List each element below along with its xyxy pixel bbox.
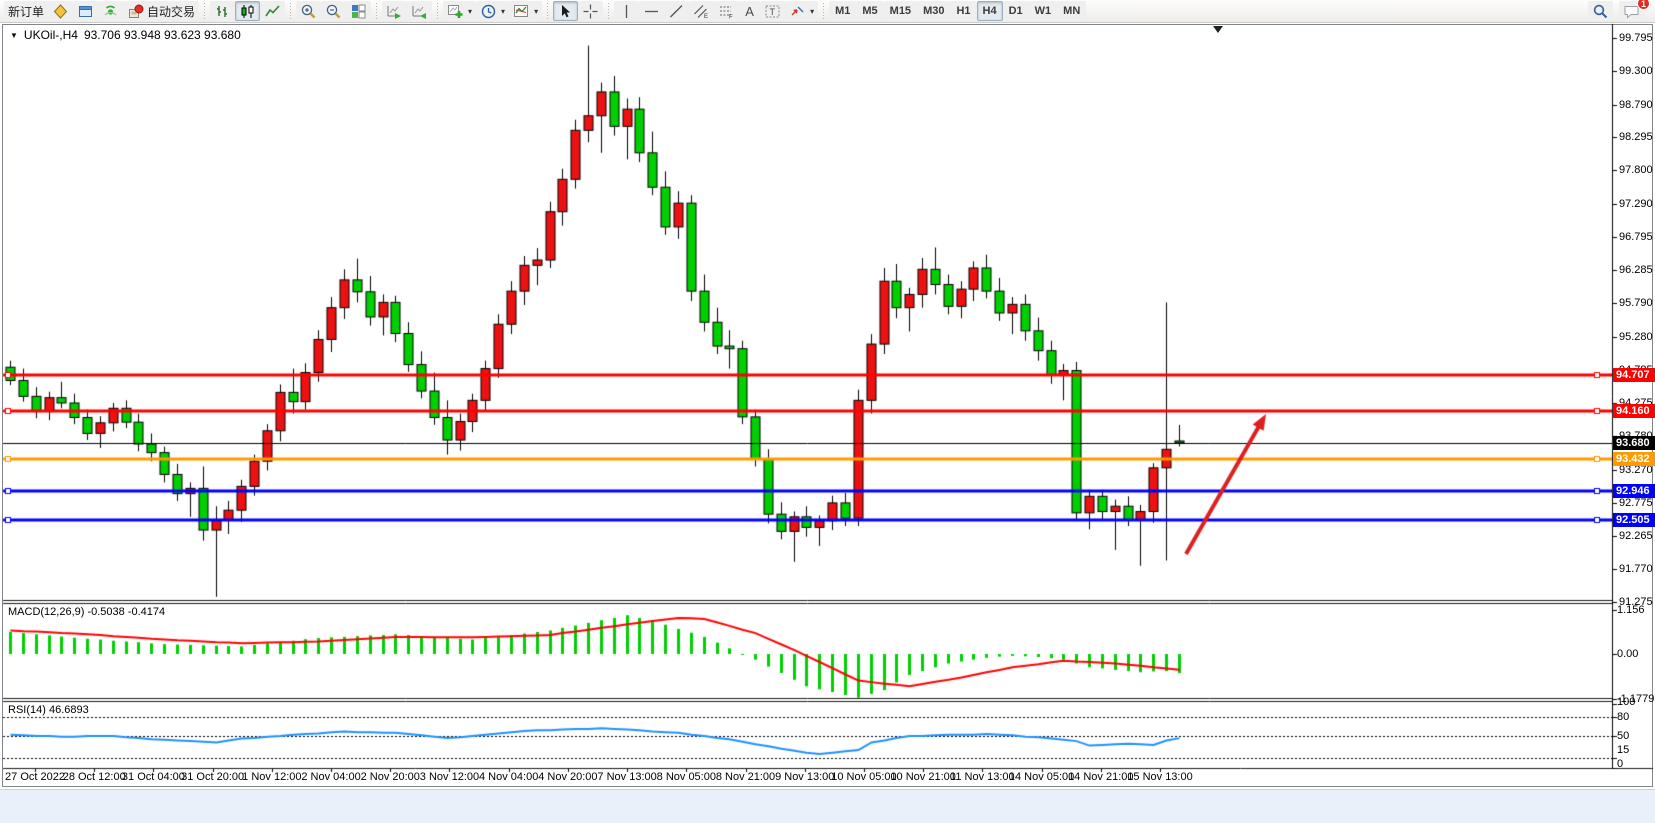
crosshair-tool-button[interactable] [578, 1, 604, 21]
templates-button[interactable]: ▾ [509, 1, 543, 21]
trendline-tool-button[interactable] [664, 1, 690, 21]
toolbar-grip [434, 3, 442, 19]
indicators-icon [513, 3, 530, 20]
data-window-button[interactable] [73, 1, 99, 21]
chevron-down-icon: ▾ [810, 6, 815, 16]
text-label-tool-button[interactable]: T [760, 1, 786, 21]
ohlc-values: 93.706 93.948 93.623 93.680 [83, 28, 241, 42]
text-label-icon: T [764, 3, 781, 20]
svg-text:T: T [770, 7, 776, 17]
autotrading-icon [127, 3, 144, 20]
vertical-line-icon [618, 3, 635, 20]
new-order-label: 新订单 [8, 4, 45, 19]
zoom-out-button[interactable] [321, 1, 347, 21]
notification-badge: 1 [1637, 0, 1650, 10]
horizontal-line-tool-button[interactable] [639, 1, 665, 21]
search-button[interactable] [1588, 1, 1613, 21]
candlestick-icon [239, 3, 256, 20]
toolbar-grip [201, 3, 209, 19]
timeframe-m15-button[interactable]: M15 [883, 1, 918, 21]
macd-indicator-label: MACD(12,26,9) -0.5038 -0.4174 [8, 606, 166, 618]
chart-ohlc-header: ▼ UKOil-,H4 93.706 93.948 93.623 93.680 [10, 28, 241, 42]
crosshair-icon [582, 3, 599, 20]
arrows-tool-button[interactable]: ▾ [785, 1, 819, 21]
auto-scroll-icon [386, 3, 403, 20]
autotrading-button[interactable]: 自动交易 [123, 1, 200, 21]
vertical-line-tool-button[interactable] [614, 1, 640, 21]
toolbar-grip [544, 3, 552, 19]
tile-windows-icon [350, 3, 367, 20]
tile-windows-button[interactable] [346, 1, 372, 21]
timeframe-d1-button[interactable]: D1 [1002, 1, 1029, 21]
equidistant-channel-icon: E [693, 3, 710, 20]
timeframe-m1-button[interactable]: M1 [829, 1, 857, 21]
fibonacci-tool-button[interactable]: F [714, 1, 740, 21]
market-watch-button[interactable] [48, 1, 74, 21]
timeframe-m5-button[interactable]: M5 [856, 1, 884, 21]
chevron-down-icon: ▾ [534, 6, 539, 16]
cursor-icon [557, 3, 574, 20]
toolbar-grip [605, 3, 613, 19]
chevron-down-icon: ▾ [468, 6, 473, 16]
horizontal-line-icon [643, 3, 660, 20]
chart-shift-button[interactable] [407, 1, 433, 21]
chart-shift-marker[interactable] [1213, 26, 1223, 33]
signal-icon [102, 3, 119, 20]
timeframe-h4-button[interactable]: H4 [976, 1, 1003, 21]
auto-scroll-button[interactable] [382, 1, 408, 21]
periods-button[interactable]: ▾ [476, 1, 510, 21]
ohlc-bars-icon [214, 3, 231, 20]
line-chart-icon [264, 3, 281, 20]
rsi-indicator-label: RSI(14) 46.6893 [8, 704, 89, 716]
toolbar-grip [373, 3, 381, 19]
chevron-down-icon: ▾ [501, 6, 506, 16]
notifications-button[interactable]: 1 [1619, 0, 1650, 21]
market-watch-icon [52, 3, 69, 20]
svg-text:F: F [729, 14, 733, 20]
timeframe-h1-button[interactable]: H1 [950, 1, 977, 21]
trendline-icon [668, 3, 685, 20]
zoom-in-button[interactable] [296, 1, 322, 21]
status-strip [0, 789, 1655, 823]
new-order-button[interactable]: 新订单 [4, 1, 49, 21]
bar-chart-button[interactable] [210, 1, 236, 21]
timeframe-w1-button[interactable]: W1 [1028, 1, 1058, 21]
candlestick-chart-button[interactable] [235, 1, 261, 21]
arrows-icon [789, 3, 806, 20]
fibonacci-icon: F [718, 3, 735, 20]
toolbar-right: 1 [1588, 0, 1651, 21]
timeframe-mn-button[interactable]: MN [1057, 1, 1087, 21]
new-chart-button[interactable]: ▾ [443, 1, 477, 21]
data-window-icon [77, 3, 94, 20]
channel-tool-button[interactable]: E [689, 1, 715, 21]
search-icon [1592, 3, 1609, 20]
navigator-button[interactable] [98, 1, 124, 21]
zoom-out-icon [325, 3, 342, 20]
toolbar-grip [287, 3, 295, 19]
symbol-label: UKOil-,H4 [23, 28, 78, 42]
text-tool-button[interactable]: A [739, 1, 761, 21]
text-tool-icon: A [745, 3, 754, 19]
zoom-in-icon [300, 3, 317, 20]
line-chart-button[interactable] [260, 1, 286, 21]
cursor-tool-button[interactable] [553, 1, 579, 21]
svg-text:E: E [704, 14, 708, 20]
timeframe-m30-button[interactable]: M30 [917, 1, 951, 21]
chart-shift-icon [411, 3, 428, 20]
clock-icon [480, 3, 497, 20]
main-toolbar: 新订单 自动交易 [0, 0, 1655, 23]
autotrading-label: 自动交易 [147, 4, 196, 19]
toolbar-grip [820, 3, 828, 19]
symbol-dropdown-icon[interactable]: ▼ [10, 30, 18, 40]
new-chart-icon [447, 3, 464, 20]
timeframe-group: M1 M5 M15 M30 H1 H4 D1 W1 MN [829, 1, 1087, 21]
